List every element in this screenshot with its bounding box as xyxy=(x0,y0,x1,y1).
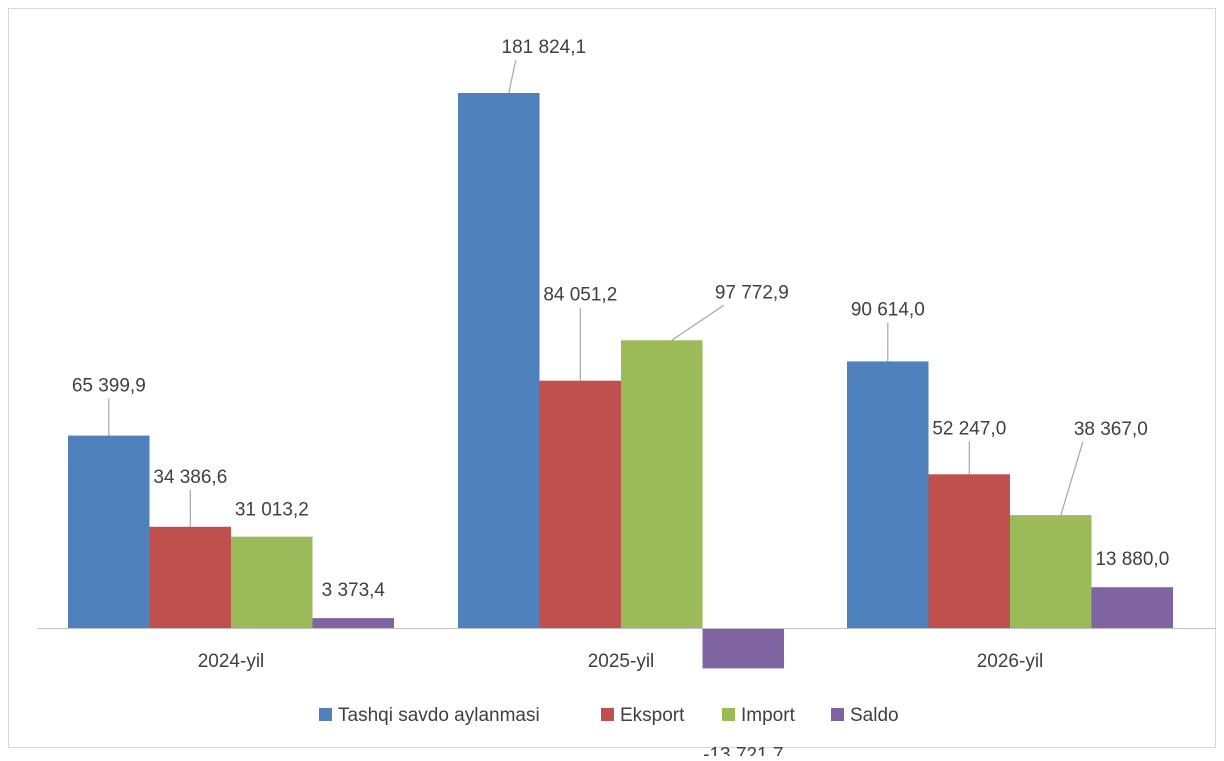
data-label: 97 772,9 xyxy=(715,282,789,303)
legend-label: Tashqi savdo aylanmasi xyxy=(338,705,540,726)
data-label: 181 824,1 xyxy=(502,37,587,58)
legend-swatch xyxy=(831,708,844,721)
data-label: 38 367,0 xyxy=(1074,419,1148,440)
legend: Tashqi savdo aylanmasi Eksport Import Saldo xyxy=(319,705,899,726)
legend-label: Eksport xyxy=(620,705,685,726)
data-label: 90 614,0 xyxy=(851,299,925,320)
data-labels-layer: 65 399,9 34 386,6 31 013,2 3 373,4 181 824,1… xyxy=(72,37,1169,761)
bar-tashqi-savdo-aylanmasi-2026-yil xyxy=(847,361,929,628)
data-label: 52 247,0 xyxy=(932,418,1006,439)
legend-label: Import xyxy=(741,705,796,726)
data-label: 13 880,0 xyxy=(1095,549,1169,570)
bar-saldo-2025-yil xyxy=(702,628,784,669)
data-label: 3 373,4 xyxy=(322,580,386,601)
bar-saldo-2024-yil xyxy=(312,618,394,628)
data-label: -13 721,7 xyxy=(703,744,783,756)
bar-import-2026-yil xyxy=(1010,515,1092,628)
bar-import-2024-yil xyxy=(231,536,313,628)
bar-eksport-2026-yil xyxy=(928,474,1010,628)
x-tick-labels-layer: 2024-yil 2025-yil 2026-yil xyxy=(198,651,1044,672)
legend-swatch xyxy=(601,708,614,721)
data-label: 34 386,6 xyxy=(153,467,227,488)
legend-label: Saldo xyxy=(850,705,899,726)
leader-line xyxy=(1060,441,1084,516)
x-tick-label: 2024-yil xyxy=(198,651,265,672)
leader-line xyxy=(671,304,725,341)
x-tick-label: 2026-yil xyxy=(977,651,1044,672)
leader-line xyxy=(508,59,517,94)
legend-swatch xyxy=(722,708,735,721)
data-label: 84 051,2 xyxy=(543,285,617,306)
bar-tashqi-savdo-aylanmasi-2025-yil xyxy=(458,93,540,628)
data-label: 65 399,9 xyxy=(72,376,146,397)
bar-import-2025-yil xyxy=(621,340,703,628)
leader-lines-layer xyxy=(108,59,1084,527)
bar-tashqi-savdo-aylanmasi-2024-yil xyxy=(68,435,150,628)
bar-eksport-2025-yil xyxy=(539,380,621,628)
data-label: 31 013,2 xyxy=(235,500,309,521)
bars-layer xyxy=(68,93,1173,669)
bar-saldo-2026-yil xyxy=(1091,587,1173,628)
chart-border xyxy=(8,8,1216,748)
x-tick-label: 2025-yil xyxy=(588,651,655,672)
bar-eksport-2024-yil xyxy=(149,526,231,628)
legend-swatch xyxy=(319,708,332,721)
